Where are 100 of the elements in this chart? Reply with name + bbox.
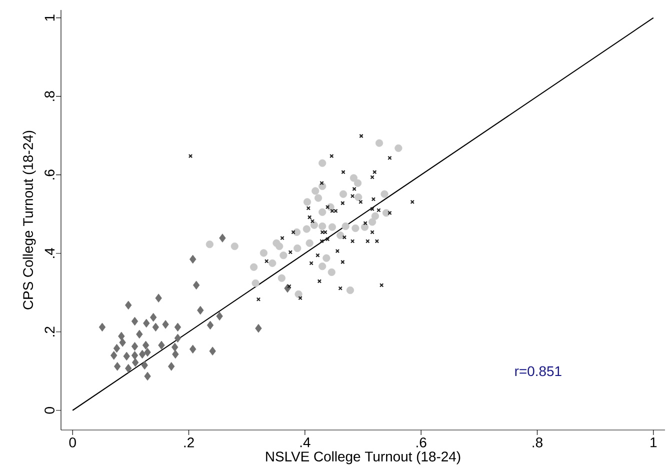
point — [346, 286, 354, 294]
point — [388, 156, 392, 160]
point — [359, 134, 364, 138]
point — [330, 208, 334, 214]
point — [318, 208, 326, 216]
point — [143, 318, 150, 328]
x-tick-label: .4 — [300, 438, 310, 448]
point — [312, 187, 320, 195]
point — [216, 312, 223, 321]
point — [350, 174, 358, 182]
point — [328, 223, 336, 231]
point — [294, 290, 302, 298]
point — [123, 352, 130, 361]
point — [255, 324, 262, 333]
point — [375, 139, 384, 147]
point — [336, 232, 344, 240]
point — [252, 279, 260, 287]
point — [372, 170, 377, 174]
point — [131, 342, 138, 351]
point — [360, 223, 369, 231]
point — [144, 372, 151, 381]
point — [322, 254, 330, 262]
point — [192, 280, 200, 290]
x-tick-label: .8 — [532, 438, 542, 448]
point — [368, 218, 376, 226]
y-tick-label: .6 — [44, 170, 54, 180]
point — [358, 200, 363, 204]
point — [318, 262, 326, 270]
point — [354, 179, 362, 187]
point — [125, 364, 132, 373]
point — [318, 159, 326, 167]
point — [155, 294, 162, 303]
point — [131, 316, 138, 326]
x-tick-label: .6 — [416, 438, 426, 448]
point — [354, 193, 362, 202]
point — [110, 351, 118, 360]
point — [335, 248, 340, 254]
point — [136, 330, 143, 339]
point — [158, 340, 165, 350]
point — [374, 239, 380, 244]
point — [119, 338, 126, 347]
x-tick-label: .2 — [184, 438, 194, 448]
point — [294, 244, 302, 252]
point — [310, 221, 318, 229]
point — [188, 154, 193, 158]
point — [352, 186, 356, 192]
point — [379, 283, 384, 288]
x-tick-label: 1 — [650, 438, 657, 448]
point — [280, 252, 288, 260]
point — [172, 350, 179, 359]
point — [288, 250, 293, 254]
point — [350, 239, 355, 244]
point — [328, 268, 336, 276]
point — [371, 197, 376, 202]
point — [174, 322, 182, 332]
point — [256, 297, 261, 302]
y-tick-label: 1 — [44, 14, 54, 21]
point — [339, 190, 348, 198]
point — [276, 242, 284, 250]
point — [197, 306, 204, 315]
point — [371, 212, 379, 220]
y-tick-label: .2 — [44, 326, 54, 336]
point — [168, 362, 175, 371]
point — [162, 320, 169, 329]
point — [114, 362, 121, 371]
point — [230, 242, 238, 250]
point — [125, 300, 132, 310]
point — [174, 334, 182, 343]
point — [352, 224, 360, 232]
point — [206, 240, 214, 248]
point — [303, 198, 312, 206]
point — [113, 344, 120, 353]
point — [334, 208, 338, 214]
point — [380, 190, 388, 198]
annotation: r=0.851 — [515, 366, 562, 376]
point — [144, 348, 151, 357]
point — [206, 320, 214, 330]
point — [268, 259, 276, 267]
point — [98, 322, 106, 332]
x-axis-title: NSLVE College Turnout (18-24) — [266, 451, 460, 464]
point — [189, 344, 196, 354]
point — [118, 332, 125, 341]
point — [394, 144, 402, 152]
point — [150, 312, 157, 322]
point — [142, 340, 150, 350]
y-tick-label: 0 — [44, 407, 54, 414]
point — [152, 322, 160, 332]
point — [278, 274, 286, 282]
point — [314, 194, 322, 202]
point — [260, 249, 268, 257]
y-axis-title: CPS College Turnout (18-24) — [22, 130, 36, 310]
point — [138, 350, 146, 359]
point — [171, 342, 178, 352]
x-tick-label: 0 — [69, 438, 76, 448]
y-tick-label: .8 — [44, 91, 54, 101]
point — [189, 254, 196, 264]
y-tick-label: .4 — [44, 248, 54, 258]
point — [318, 222, 326, 230]
point — [306, 239, 314, 247]
point — [302, 225, 310, 233]
